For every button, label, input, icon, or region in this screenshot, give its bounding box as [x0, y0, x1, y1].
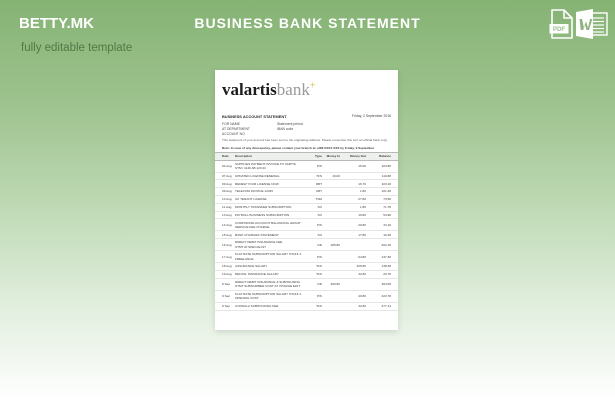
svg-text:PDF: PDF [553, 26, 566, 33]
